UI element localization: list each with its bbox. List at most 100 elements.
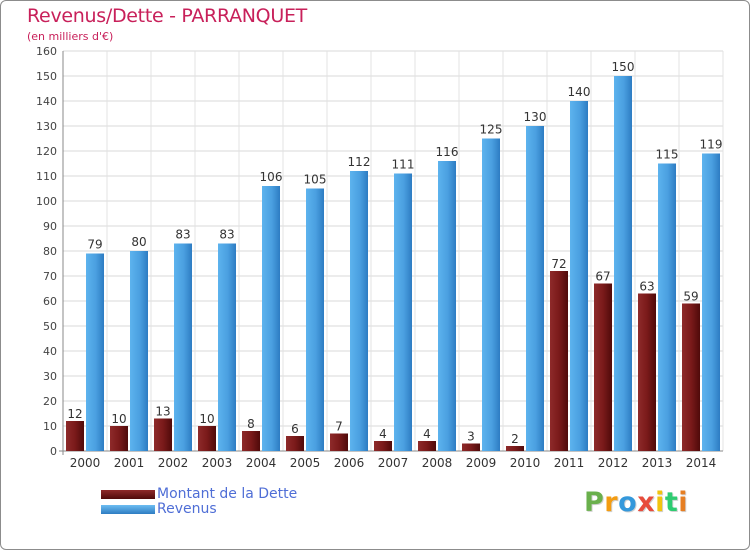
y-tick-label: 120 bbox=[36, 145, 57, 158]
logo-letter: o bbox=[618, 487, 638, 518]
bar-revenus bbox=[658, 163, 676, 451]
logo-letter: x bbox=[637, 487, 656, 518]
x-tick-label: 2012 bbox=[598, 456, 629, 470]
logo-letter: i bbox=[678, 487, 689, 518]
data-label-dette: 67 bbox=[595, 270, 610, 284]
data-label-revenus: 112 bbox=[348, 155, 371, 169]
bar-revenus bbox=[86, 253, 104, 451]
bar-dette bbox=[242, 431, 260, 451]
data-label-dette: 63 bbox=[639, 280, 654, 294]
x-tick-label: 2013 bbox=[642, 456, 673, 470]
x-tick-label: 2003 bbox=[202, 456, 233, 470]
data-label-revenus: 105 bbox=[304, 173, 327, 187]
chart-title: Revenus/Dette - PARRANQUET bbox=[27, 5, 307, 27]
proxiti-logo: Proxiti bbox=[584, 487, 688, 518]
y-tick-label: 50 bbox=[43, 320, 57, 333]
bar-chart: 0 10 20 30 40 50 60 70 80 90 100 110 120 130 140 150 160… bbox=[36, 45, 724, 470]
data-label-revenus: 80 bbox=[131, 235, 146, 249]
x-tick-label: 2005 bbox=[290, 456, 321, 470]
data-label-revenus: 116 bbox=[436, 145, 459, 159]
data-label-dette: 2 bbox=[511, 432, 519, 446]
bar-revenus bbox=[394, 173, 412, 451]
bar-revenus bbox=[702, 153, 720, 451]
y-tick-label: 40 bbox=[43, 345, 57, 358]
logo-letter: t bbox=[664, 487, 679, 518]
bar-dette bbox=[418, 441, 436, 451]
legend-swatch-revenus bbox=[101, 505, 155, 514]
x-tick-label: 2007 bbox=[378, 456, 409, 470]
data-label-dette: 59 bbox=[683, 290, 698, 304]
data-label-dette: 10 bbox=[199, 412, 214, 426]
bar-revenus bbox=[262, 186, 280, 451]
bar-dette bbox=[550, 271, 568, 451]
x-tick-label: 2009 bbox=[466, 456, 497, 470]
bar-dette bbox=[594, 283, 612, 451]
legend-label-revenus: Revenus bbox=[157, 501, 217, 517]
data-label-dette: 4 bbox=[379, 427, 387, 441]
bar-dette bbox=[110, 426, 128, 451]
data-label-dette: 6 bbox=[291, 422, 299, 436]
x-tick-label: 2010 bbox=[510, 456, 541, 470]
bar-dette bbox=[330, 433, 348, 451]
bar-revenus bbox=[614, 76, 632, 451]
bar-revenus bbox=[438, 161, 456, 451]
logo-letter: P bbox=[584, 487, 605, 518]
y-tick-label: 130 bbox=[36, 120, 57, 133]
y-tick-label: 90 bbox=[43, 220, 57, 233]
y-tick-label: 10 bbox=[43, 420, 57, 433]
labels: 0 10 20 30 40 50 60 70 80 90 100 110 120 130 140 150 160… bbox=[36, 45, 722, 470]
x-tick-label: 2002 bbox=[158, 456, 189, 470]
bar-dette bbox=[374, 441, 392, 451]
data-label-dette: 10 bbox=[111, 412, 126, 426]
bar-revenus bbox=[350, 171, 368, 451]
x-tick-label: 2006 bbox=[334, 456, 365, 470]
bar-revenus bbox=[130, 251, 148, 451]
y-tick-label: 20 bbox=[43, 395, 57, 408]
y-tick-label: 70 bbox=[43, 270, 57, 283]
y-tick-label: 60 bbox=[43, 295, 57, 308]
y-tick-label: 110 bbox=[36, 170, 57, 183]
data-label-dette: 3 bbox=[467, 430, 475, 444]
y-tick-label: 160 bbox=[36, 45, 57, 58]
x-tick-label: 2004 bbox=[246, 456, 277, 470]
bar-revenus bbox=[570, 101, 588, 451]
legend-swatch-dette bbox=[101, 490, 155, 499]
data-label-dette: 7 bbox=[335, 420, 343, 434]
data-label-revenus: 125 bbox=[480, 123, 503, 137]
y-tick-label: 100 bbox=[36, 195, 57, 208]
y-tick-label: 30 bbox=[43, 370, 57, 383]
data-label-revenus: 130 bbox=[524, 110, 547, 124]
bar-dette bbox=[66, 421, 84, 451]
data-label-dette: 4 bbox=[423, 427, 431, 441]
data-label-revenus: 150 bbox=[612, 60, 635, 74]
data-label-revenus: 140 bbox=[568, 85, 591, 99]
bar-revenus bbox=[482, 138, 500, 451]
x-tick-label: 2001 bbox=[114, 456, 145, 470]
bar-dette bbox=[506, 446, 524, 451]
logo-letter: i bbox=[655, 487, 665, 518]
bar-dette bbox=[198, 426, 216, 451]
x-tick-label: 2011 bbox=[554, 456, 585, 470]
chart-subtitle: (en milliers d'€) bbox=[27, 30, 114, 43]
legend-label-dette: Montant de la Dette bbox=[157, 486, 298, 502]
x-tick-label: 2008 bbox=[422, 456, 453, 470]
y-tick-label: 140 bbox=[36, 95, 57, 108]
data-label-dette: 72 bbox=[551, 257, 566, 271]
bar-revenus bbox=[218, 243, 236, 451]
data-label-revenus: 79 bbox=[87, 238, 102, 252]
bar-dette bbox=[682, 303, 700, 451]
y-tick-label: 80 bbox=[43, 245, 57, 258]
bars bbox=[66, 76, 720, 451]
data-label-dette: 13 bbox=[155, 405, 170, 419]
data-label-revenus: 83 bbox=[219, 228, 234, 242]
bar-dette bbox=[154, 418, 172, 451]
bar-revenus bbox=[526, 126, 544, 451]
x-tick-label: 2014 bbox=[686, 456, 717, 470]
y-tick-label: 150 bbox=[36, 70, 57, 83]
x-tick-label: 2000 bbox=[70, 456, 101, 470]
data-label-revenus: 106 bbox=[260, 170, 283, 184]
data-label-dette: 12 bbox=[67, 407, 82, 421]
data-label-revenus: 83 bbox=[175, 228, 190, 242]
data-label-revenus: 111 bbox=[392, 158, 415, 172]
